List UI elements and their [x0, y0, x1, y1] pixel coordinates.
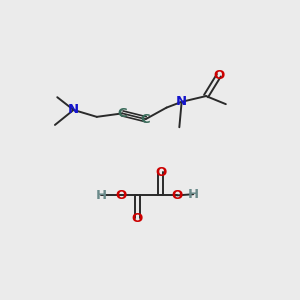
Text: O: O: [116, 189, 127, 202]
Text: O: O: [132, 212, 143, 225]
Text: O: O: [171, 189, 183, 202]
Text: C: C: [141, 113, 150, 126]
Text: C: C: [118, 107, 127, 120]
Text: N: N: [68, 103, 79, 116]
Text: H: H: [188, 188, 199, 201]
Text: H: H: [96, 189, 107, 202]
Text: O: O: [155, 166, 166, 179]
Text: O: O: [213, 69, 224, 82]
Text: N: N: [176, 95, 187, 108]
